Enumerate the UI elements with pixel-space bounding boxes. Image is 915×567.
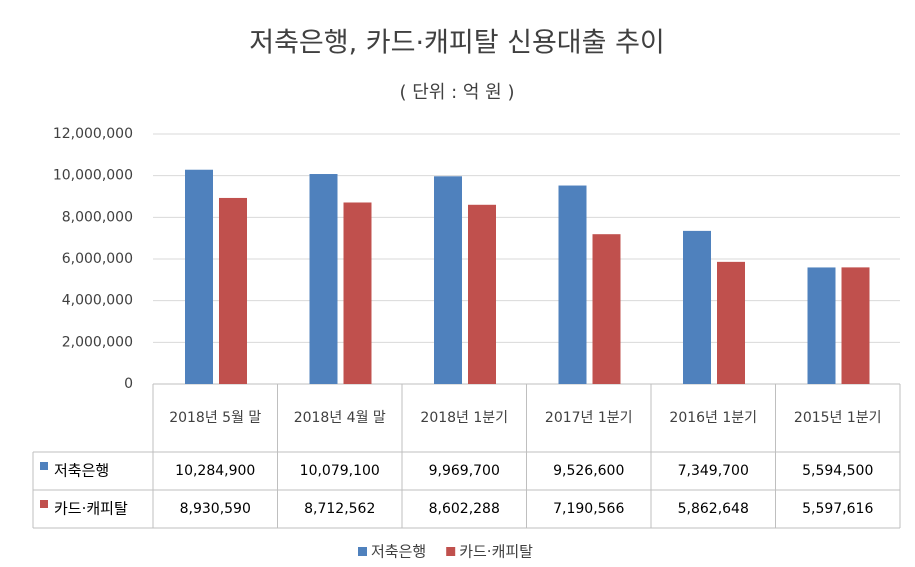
bar	[309, 174, 338, 384]
y-tick-label: 6,000,000	[62, 251, 133, 267]
table-row-label: 저축은행	[54, 462, 109, 480]
x-tick-label: 2016년 1분기	[669, 410, 757, 426]
y-tick-label: 12,000,000	[53, 126, 133, 142]
legend-label: 카드·캐피탈	[459, 543, 533, 561]
table-value: 8,712,562	[304, 501, 375, 517]
bar	[343, 202, 372, 384]
table-value: 5,862,648	[678, 501, 749, 517]
bar	[592, 234, 621, 384]
table-value: 9,969,700	[429, 463, 500, 479]
table-value: 9,526,600	[553, 463, 624, 479]
legend-key	[446, 547, 456, 556]
bar	[219, 197, 247, 384]
table-value: 10,284,900	[175, 463, 255, 479]
legend-key	[358, 547, 367, 556]
x-tick-label: 2017년 1분기	[545, 410, 633, 426]
table-value: 7,349,700	[678, 463, 749, 479]
table-row-label: 카드·캐피탈	[54, 500, 128, 518]
y-tick-label: 10,000,000	[53, 168, 133, 184]
bar	[807, 267, 836, 384]
bar	[468, 204, 496, 384]
table-value: 5,597,616	[802, 501, 873, 517]
bar	[558, 185, 587, 384]
bar	[683, 230, 711, 384]
x-tick-label: 2018년 5월 말	[169, 410, 261, 426]
y-tick-label: 2,000,000	[62, 334, 133, 350]
x-tick-label: 2018년 4월 말	[294, 410, 386, 426]
table-value: 10,079,100	[300, 463, 380, 479]
legend-label: 저축은행	[371, 543, 426, 561]
table-legend-key	[40, 462, 48, 470]
x-tick-label: 2018년 1분기	[420, 410, 508, 426]
chart-title: 저축은행, 카드·캐피탈 신용대출 추이	[249, 28, 665, 59]
table-legend-key	[40, 500, 48, 508]
table-value: 5,594,500	[802, 463, 873, 479]
table-value: 8,930,590	[180, 501, 251, 517]
y-tick-label: 8,000,000	[62, 209, 133, 225]
y-tick-label: 0	[124, 376, 133, 392]
bar	[841, 267, 870, 384]
bar	[434, 176, 462, 384]
x-tick-label: 2015년 1분기	[794, 410, 882, 426]
chart-subtitle: ( 단위 : 억 원 )	[400, 82, 515, 103]
bar	[185, 169, 213, 384]
bar	[717, 261, 745, 384]
y-tick-label: 4,000,000	[62, 293, 133, 309]
table-value: 8,602,288	[429, 501, 500, 517]
table-value: 7,190,566	[553, 501, 624, 517]
